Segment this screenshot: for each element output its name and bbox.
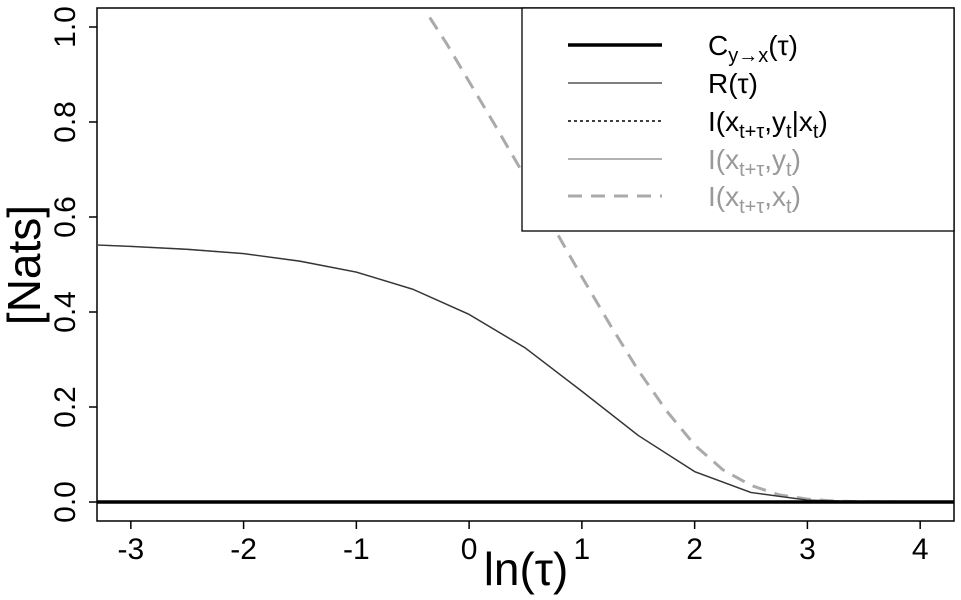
- x-tick-label: 4: [912, 533, 929, 566]
- series-layer: [97, 16, 954, 504]
- x-tick-label: 1: [574, 533, 591, 566]
- y-axis: 0.0 0.2 0.4 0.6 0.8 1.0: [49, 6, 97, 523]
- y-tick-label: 1.0: [49, 6, 82, 48]
- y-axis-title: [Nats]: [0, 205, 50, 325]
- x-tick-label: -2: [230, 533, 257, 566]
- x-tick-label: 2: [686, 533, 703, 566]
- series-line-1: [97, 244, 954, 503]
- x-tick-label: 3: [799, 533, 816, 566]
- y-tick-label: 0.2: [49, 386, 82, 428]
- legend-label: I(xt+τ,yt): [708, 144, 801, 181]
- x-axis-title: ln(τ): [484, 543, 569, 595]
- y-tick-label: 0.0: [49, 481, 82, 523]
- y-tick-label: 0.6: [49, 196, 82, 238]
- legend-label: R(τ): [708, 68, 758, 99]
- x-tick-label: -3: [117, 533, 144, 566]
- legend: Cy→x(τ)R(τ) I(xt+τ,yt|xt)I(xt+τ,yt)I(xt+τ…: [521, 7, 955, 232]
- legend-label: I(xt+τ,yt|xt): [708, 106, 828, 143]
- legend-label: Cy→x(τ): [708, 30, 798, 67]
- x-tick-label: 0: [461, 533, 478, 566]
- y-tick-label: 0.4: [49, 291, 82, 333]
- x-tick-label: -1: [343, 533, 370, 566]
- legend-label: I(xt+τ,xt): [708, 181, 801, 218]
- y-tick-label: 0.8: [49, 101, 82, 143]
- series-line-3: [97, 244, 954, 503]
- x-axis: -3 -2 -1 0 1 2 3 4: [117, 521, 929, 566]
